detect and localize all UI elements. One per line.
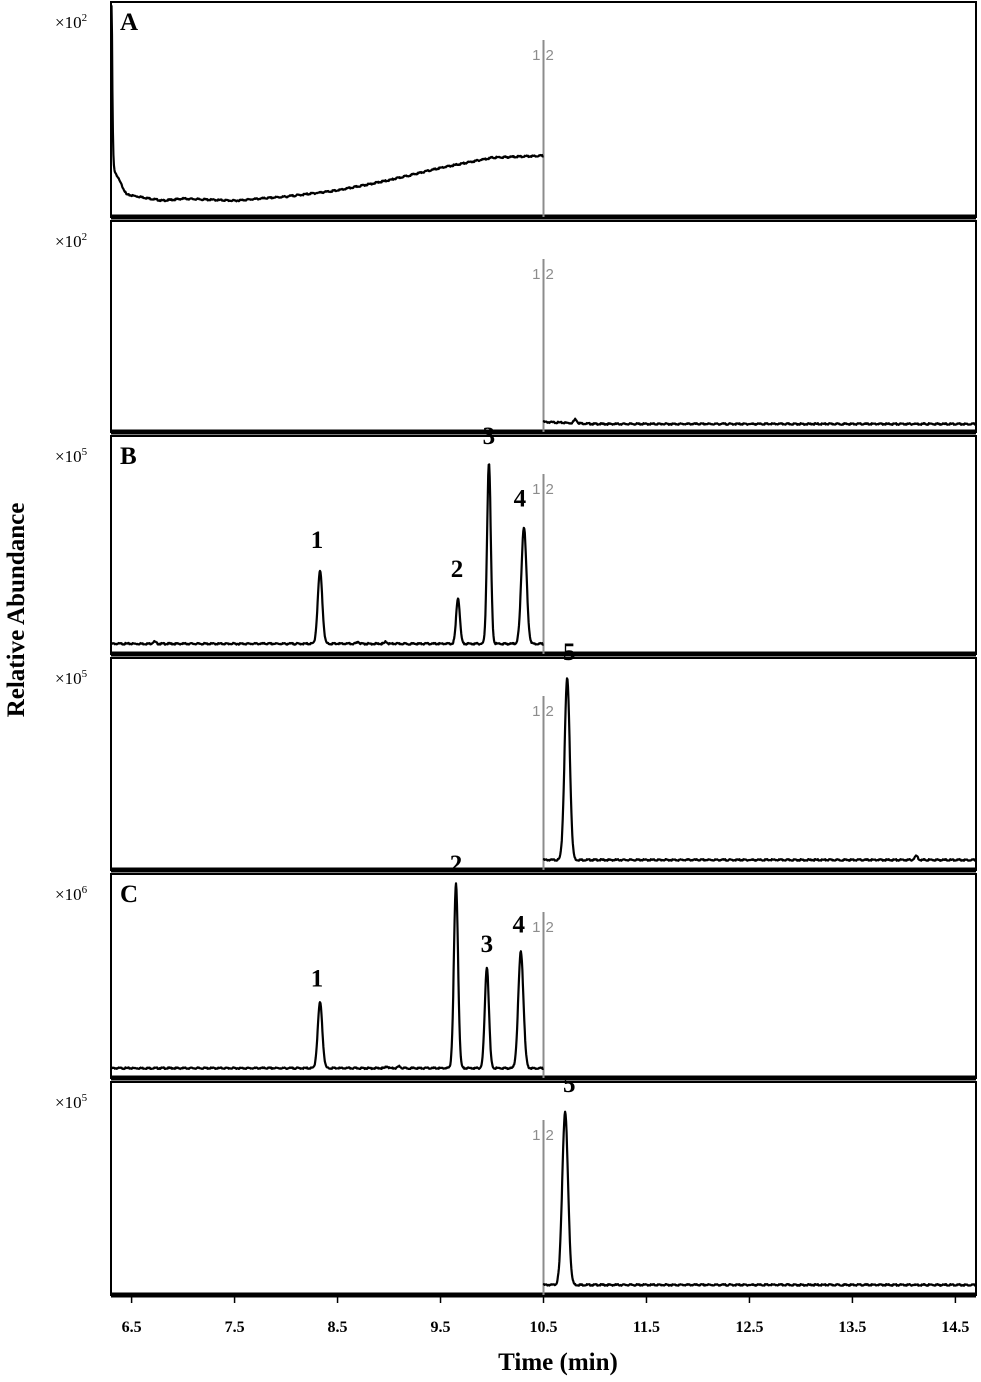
chromatogram-trace [542,417,977,426]
segment-label-left: 1 [532,1127,540,1144]
peak-label-3: 3 [483,423,496,450]
x-axis: 6.5 7.5 8.5 9.5 10.5 11.5 12.5 13.5 14.5 [122,1295,969,1336]
x-tick-label: 14.5 [941,1319,969,1336]
peak-label-5: 5 [563,639,576,666]
scale-factor-label: ×105 [55,668,88,688]
x-tick-label: 6.5 [122,1319,142,1336]
x-tick-label: 11.5 [633,1319,660,1336]
chromatogram-panel-a-segment-2: 1 2 ×102 [55,220,977,435]
segment-label-right: 2 [546,703,554,720]
scale-factor-label: ×102 [55,12,87,32]
chromatogram-panel-c-segment-2: 1 2 ×105 5 [55,1071,977,1298]
scale-factor-label: ×105 [55,1092,88,1112]
segment-label-right: 2 [546,47,554,64]
peak-label-2: 2 [450,851,463,878]
scale-factor-label: ×102 [55,231,87,251]
panel-letter: B [120,443,137,470]
peak-label-2: 2 [451,556,464,583]
peak-label-3: 3 [481,931,494,958]
segment-label-right: 2 [546,266,554,283]
chromatogram-panel-b-segment-2: 1 2 ×105 5 [55,639,977,873]
x-tick-label: 10.5 [530,1319,558,1336]
x-tick-label: 12.5 [735,1319,763,1336]
chromatogram-trace [542,677,977,862]
chromatogram-panel-a-segment-1: 1 2 ×102 A [55,1,977,220]
scale-factor-label: ×106 [55,884,88,904]
segment-label-left: 1 [532,481,540,498]
segment-label-right: 2 [546,919,554,936]
peak-label-1: 1 [311,527,324,554]
peak-label-1: 1 [311,966,324,993]
chromatogram-trace [110,882,545,1071]
x-axis-title: Time (min) [498,1349,618,1376]
segment-label-left: 1 [532,266,540,283]
segment-label-right: 2 [546,1127,554,1144]
segment-label-right: 2 [546,481,554,498]
peak-label-4: 4 [513,911,526,938]
chromatogram-trace [110,4,545,203]
x-tick-label: 9.5 [431,1319,451,1336]
segment-label-left: 1 [532,47,540,64]
y-axis-title: Relative Abundance [3,503,30,718]
panel-letter: C [120,881,138,908]
x-tick-label: 7.5 [225,1319,245,1336]
segment-label-left: 1 [532,919,540,936]
peak-label-5: 5 [563,1071,576,1098]
chromatogram-trace [542,1110,977,1287]
chromatogram-trace [110,463,545,646]
peak-label-4: 4 [514,485,527,512]
panel-letter: A [120,9,138,36]
segment-label-left: 1 [532,703,540,720]
scale-factor-label: ×105 [55,446,88,466]
x-tick-label: 13.5 [838,1319,866,1336]
x-tick-label: 8.5 [328,1319,348,1336]
